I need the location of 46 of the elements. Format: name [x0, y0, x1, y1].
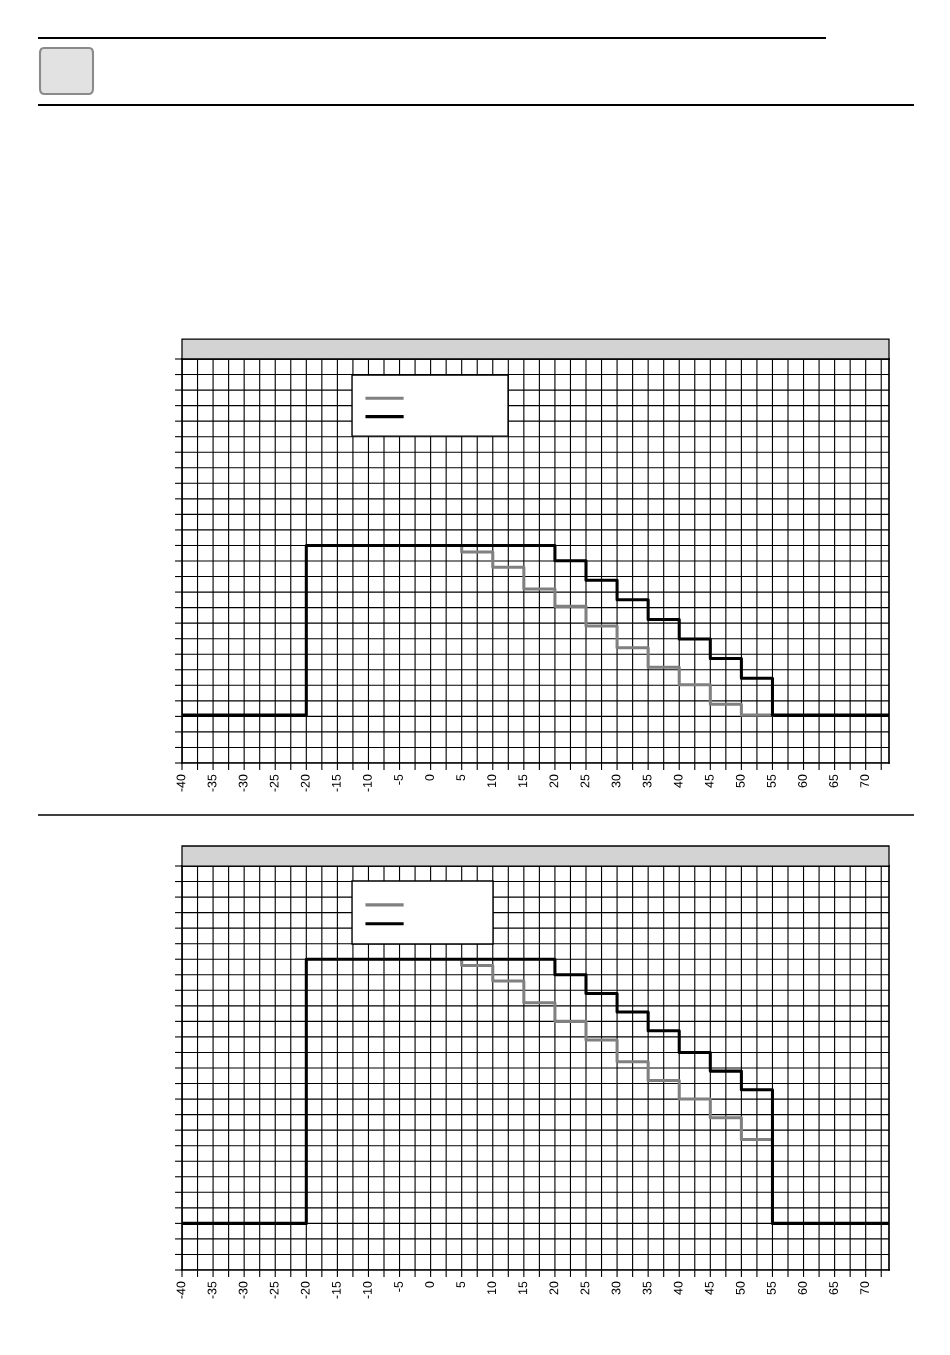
x-tick-label: 35 [642, 774, 652, 788]
x-tick-label: 70 [860, 1281, 870, 1295]
x-tick-label: -20 [300, 1281, 310, 1299]
x-tick-label: -5 [394, 1281, 403, 1292]
x-tick-label: 60 [798, 774, 807, 788]
x-tick-label: 5 [456, 1281, 466, 1288]
x-tick-label: 10 [487, 1281, 497, 1295]
x-tick-label: 45 [704, 774, 714, 788]
x-tick-label: 45 [704, 1281, 714, 1295]
x-tick-label: -40 [176, 1281, 186, 1299]
x-tick-label: 40 [673, 774, 683, 788]
x-tick-label: 15 [518, 774, 528, 788]
x-tick-label: 20 [549, 774, 559, 788]
x-tick-label: 30 [611, 1281, 621, 1295]
x-tick-label: 50 [735, 1281, 745, 1295]
x-tick-label: 65 [829, 774, 838, 788]
x-tick-label: -40 [176, 774, 186, 792]
x-tick-label: -20 [300, 774, 310, 792]
x-tick-label: -25 [269, 774, 279, 792]
x-tick-label: 0 [425, 774, 434, 781]
x-tick-label: 10 [487, 774, 497, 788]
x-tick-label: -15 [332, 1281, 341, 1299]
x-tick-label: 60 [798, 1281, 807, 1295]
x-tick-label: 35 [642, 1281, 652, 1295]
x-tick-label: 25 [580, 774, 590, 788]
x-tick-label: -25 [269, 1281, 279, 1299]
x-tick-label: 5 [456, 774, 466, 781]
x-tick-label: 40 [673, 1281, 683, 1295]
x-tick-label: 0 [425, 1281, 434, 1288]
x-tick-label: -30 [238, 1281, 248, 1299]
x-tick-label: 70 [860, 774, 870, 788]
x-tick-label: 55 [767, 1281, 776, 1295]
x-tick-label: 25 [580, 1281, 590, 1295]
x-tick-label: -10 [362, 1281, 372, 1299]
x-tick-label: -35 [207, 1281, 217, 1299]
x-tick-label: 65 [829, 1281, 838, 1295]
x-tick-label: -5 [394, 774, 403, 785]
x-tick-label: -30 [238, 774, 248, 792]
x-tick-label: 55 [767, 774, 776, 788]
x-tick-label: -35 [207, 774, 217, 792]
x-tick-label: 30 [611, 774, 621, 788]
x-tick-label: 15 [518, 1281, 528, 1295]
x-tick-label: -10 [362, 774, 372, 792]
x-tick-label: 50 [735, 774, 745, 788]
x-tick-label: -15 [332, 774, 341, 792]
x-tick-label: 20 [549, 1281, 559, 1295]
